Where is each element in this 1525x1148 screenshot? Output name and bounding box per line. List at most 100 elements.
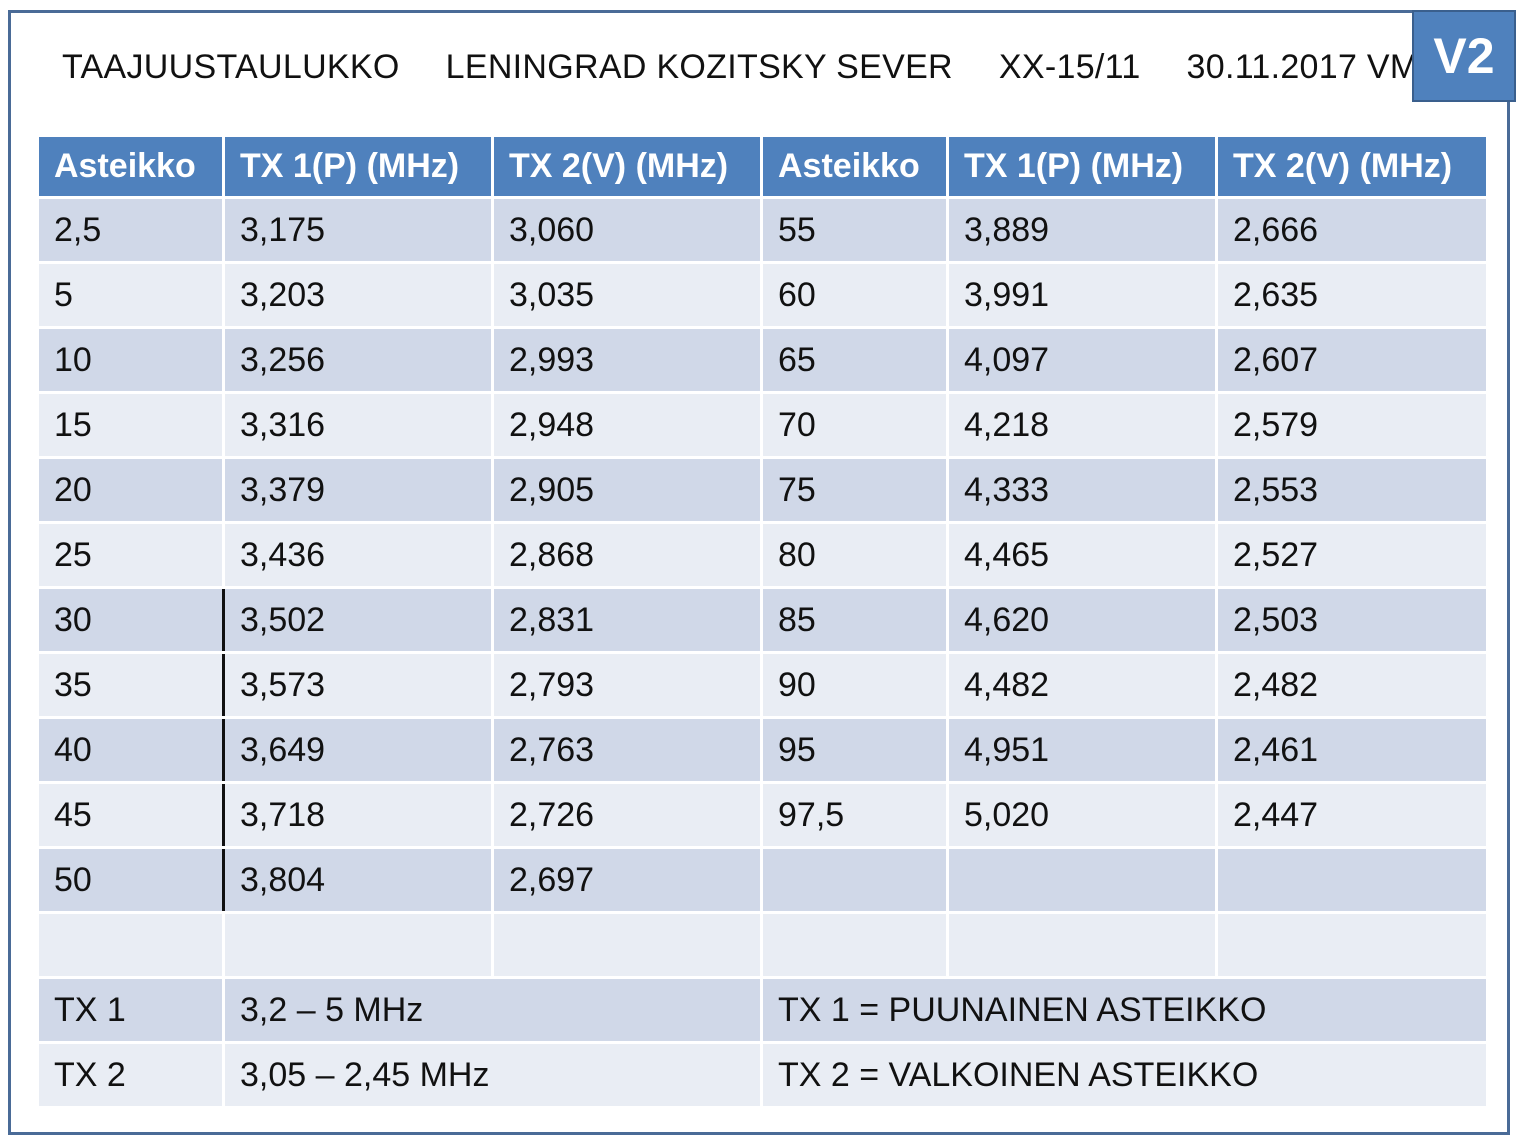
table-cell: 3,649 [225, 719, 494, 781]
table-cell: 55 [763, 199, 949, 261]
table-cell [225, 914, 494, 976]
table-cell: 2,726 [494, 784, 763, 846]
table-cell: 2,503 [1233, 600, 1319, 639]
table-cell: 10 [39, 329, 225, 391]
table-cell: 90 [763, 654, 949, 716]
table-cell: 3,804 [225, 849, 494, 911]
table-cell: 3,436 [225, 524, 494, 586]
table-cell: 3,718 [225, 784, 494, 846]
table-cell: 2,868 [494, 524, 763, 586]
table-cell: 35 [39, 654, 225, 716]
table-cell: 4,465 [949, 524, 1218, 586]
footer-range: 3,2 – 5 MHz [225, 979, 763, 1041]
table-cell: 2,482 [1233, 665, 1319, 704]
column-header: TX 1(P) (MHz) [949, 137, 1218, 196]
table-cell: 40 [39, 719, 225, 781]
table-cell [1218, 849, 1486, 911]
table-cell: 2,447 [1233, 795, 1319, 834]
table-cell: 20 [39, 459, 225, 521]
column-header: TX 1(P) (MHz) [225, 137, 494, 196]
table-row: 45 3,718 2,726 97,5 5,020 2,447 [39, 781, 1486, 846]
column-header: TX 2(V) (MHz) [494, 137, 763, 196]
footer-note: TX 2 = VALKOINEN ASTEIKKO [778, 1055, 1259, 1094]
header-subject: LENINGRAD KOZITSKY SEVER [445, 48, 953, 86]
table-cell: 4,218 [949, 394, 1218, 456]
table-cell: 2,635 [1233, 275, 1319, 314]
table-cell: 85 [763, 589, 949, 651]
version-badge: V2 [1412, 10, 1516, 102]
table-cell [1218, 914, 1486, 976]
table-cell: 50 [39, 849, 225, 911]
table-row: 20 3,379 2,905 75 4,333 2,553 [39, 456, 1486, 521]
table-row: 25 3,436 2,868 80 4,465 2,527 [39, 521, 1486, 586]
footer-row: TX 2 3,05 – 2,45 MHz TX 2 = VALKOINEN ASTE… [39, 1041, 1486, 1106]
table-cell: 4,333 [949, 459, 1218, 521]
table-cell: 45 [39, 784, 225, 846]
table-cell: 2,697 [494, 849, 763, 911]
table-cell: 2,763 [494, 719, 763, 781]
table-cell: 80 [763, 524, 949, 586]
table-row: 35 3,573 2,793 90 4,482 2,482 [39, 651, 1486, 716]
table-cell: 60 [763, 264, 949, 326]
table-cell [763, 914, 949, 976]
table-cell: 70 [763, 394, 949, 456]
table-cell: 25 [39, 524, 225, 586]
table-cell: 95 [763, 719, 949, 781]
header-code: XX-15/11 [998, 48, 1141, 86]
table-cell: 3,256 [225, 329, 494, 391]
table-cell: 5 [39, 264, 225, 326]
footer-note: TX 1 = PUUNAINEN ASTEIKKO [778, 990, 1267, 1029]
table-row: 15 3,316 2,948 70 4,218 2,579 [39, 391, 1486, 456]
table-cell: 5,020 [949, 784, 1218, 846]
table-cell: 3,035 [494, 264, 763, 326]
table-row: 10 3,256 2,993 65 4,097 2,607 [39, 326, 1486, 391]
table-cell: 2,905 [494, 459, 763, 521]
footer-label: TX 1 [39, 979, 225, 1041]
table-header-row: Asteikko TX 1(P) (MHz) TX 2(V) (MHz) Ast… [39, 137, 1486, 196]
table-cell: 97,5 [763, 784, 949, 846]
table-cell: 2,666 [1233, 210, 1319, 249]
footer-range: 3,05 – 2,45 MHz [225, 1044, 763, 1106]
column-header: Asteikko [763, 137, 949, 196]
table-cell: 30 [39, 589, 225, 651]
document-header: TAAJUUSTAULUKKO LENINGRAD KOZITSKY SEVER… [62, 48, 1465, 92]
footer-row: TX 1 3,2 – 5 MHz TX 1 = PUUNAINEN ASTEIKKO [39, 976, 1486, 1041]
header-title: TAAJUUSTAULUKKO [62, 48, 400, 86]
table-cell: 2,948 [494, 394, 763, 456]
column-header: Asteikko [39, 137, 225, 196]
table-cell: 3,060 [494, 199, 763, 261]
table-cell: 3,502 [225, 589, 494, 651]
table-cell: 4,951 [949, 719, 1218, 781]
table-cell: 3,175 [225, 199, 494, 261]
table-cell: 3,573 [225, 654, 494, 716]
table-cell: 3,316 [225, 394, 494, 456]
header-date: 30.11.2017 VM [1186, 48, 1419, 86]
table-cell: 2,527 [1233, 535, 1319, 574]
table-cell: 2,993 [494, 329, 763, 391]
table-cell: 4,097 [949, 329, 1218, 391]
table-cell: 2,793 [494, 654, 763, 716]
column-header: TX 2(V) (MHz) [1233, 147, 1453, 185]
table-cell [494, 914, 763, 976]
table-cell [949, 914, 1218, 976]
table-cell: 2,553 [1233, 470, 1319, 509]
table-cell [949, 849, 1218, 911]
table-cell: 15 [39, 394, 225, 456]
table-cell: 2,5 [39, 199, 225, 261]
table-row: 5 3,203 3,035 60 3,991 2,635 [39, 261, 1486, 326]
footer-label: TX 2 [39, 1044, 225, 1106]
table-row: 2,5 3,175 3,060 55 3,889 2,666 [39, 196, 1486, 261]
frequency-table: Asteikko TX 1(P) (MHz) TX 2(V) (MHz) Ast… [39, 137, 1486, 1106]
table-cell: 75 [763, 459, 949, 521]
table-row: 40 3,649 2,763 95 4,951 2,461 [39, 716, 1486, 781]
table-row: 50 3,804 2,697 [39, 846, 1486, 911]
table-cell: 2,607 [1233, 340, 1319, 379]
table-cell: 2,461 [1233, 730, 1319, 769]
table-cell: 3,379 [225, 459, 494, 521]
table-cell: 4,620 [949, 589, 1218, 651]
table-cell: 3,203 [225, 264, 494, 326]
table-row [39, 911, 1486, 976]
table-cell: 3,991 [949, 264, 1218, 326]
table-cell: 2,579 [1233, 405, 1319, 444]
table-cell: 2,831 [494, 589, 763, 651]
